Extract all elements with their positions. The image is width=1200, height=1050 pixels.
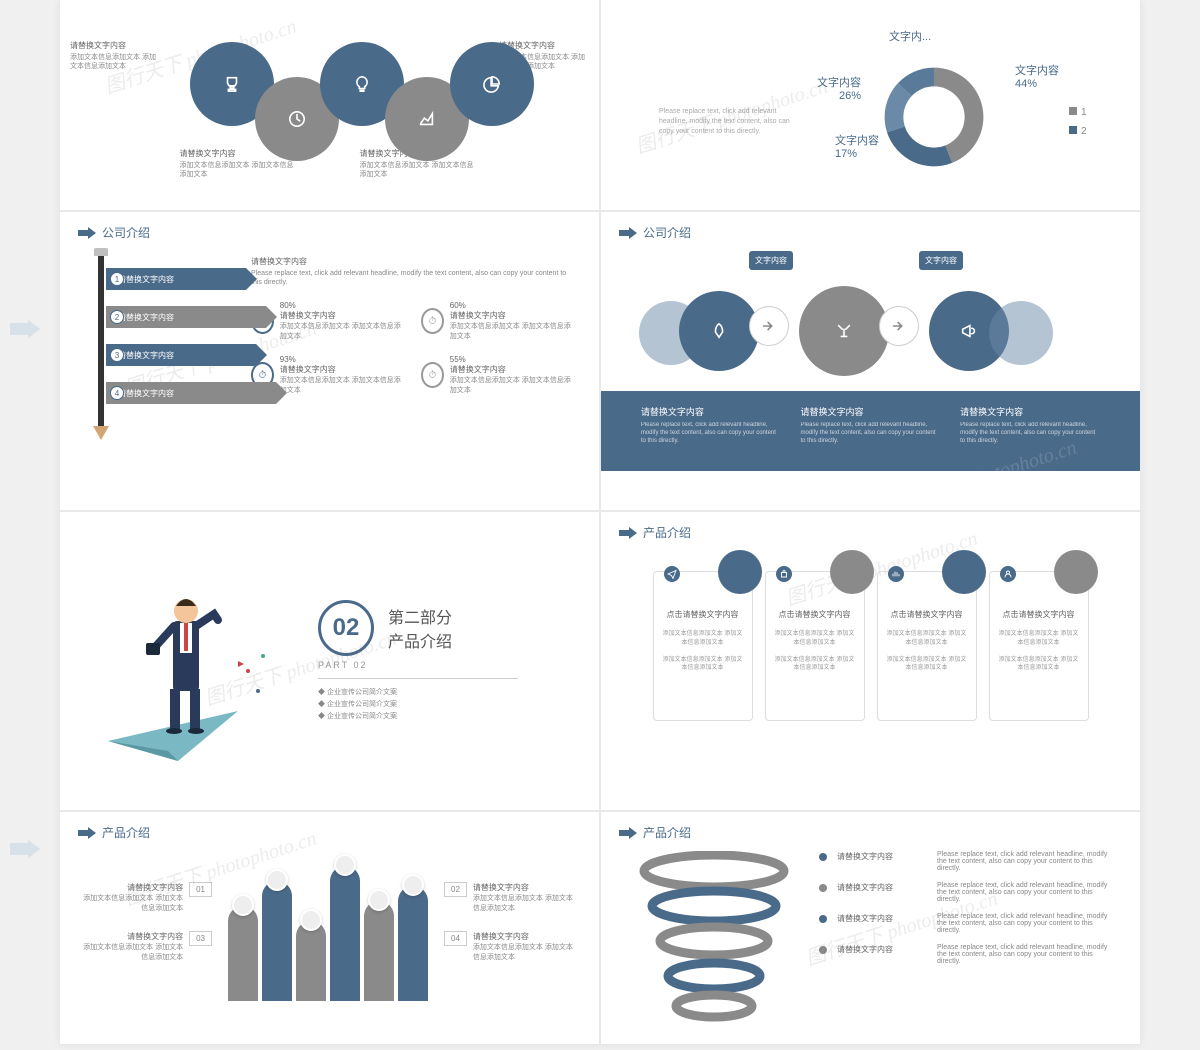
bullet: ◆ 企业宣传公司简介文案 — [318, 699, 518, 709]
arrow-icon — [619, 227, 637, 239]
pencil-bar: 2请替换文字内容 — [106, 306, 266, 328]
vbar — [228, 906, 258, 1001]
edge-decor — [10, 840, 40, 863]
slide-cards: 产品介绍 图行天下 photophoto.cn 点击请替换文字内容添加文本信息添… — [601, 512, 1140, 810]
arrow-icon — [619, 827, 637, 839]
bullet: ◆ 企业宣传公司简介文案 — [318, 711, 518, 721]
pencil-bar: 1请替换文字内容 — [106, 268, 246, 290]
donut-legend: 1 2 — [1069, 107, 1087, 137]
businessman-illustration — [98, 561, 298, 761]
ring-stack-illustration — [629, 851, 799, 1031]
donut-l1: 文字内... — [889, 28, 931, 44]
edge-decor — [10, 320, 40, 343]
card-icon — [776, 566, 792, 582]
info-card: 点击请替换文字内容添加文本信息添加文本 添加文本信息添加文本添加文本信息添加文本… — [765, 571, 865, 721]
process-node — [989, 301, 1053, 365]
s1-left-t: 添加文本信息添加文本 添加文本信息添加文本 — [70, 53, 160, 71]
vb-label: 02请替换文字内容添加文本信息添加文本 添加文本信息添加文本 — [438, 882, 578, 913]
vbar — [262, 881, 292, 1001]
circle-row — [160, 22, 500, 142]
ring-item: 请替换文字内容Please replace text, click add re… — [819, 913, 1112, 934]
s3-title: 公司介绍 — [102, 224, 150, 241]
part-label: PART 02 — [318, 660, 518, 670]
s7-title: 产品介绍 — [102, 824, 150, 841]
pencil-bar: 4请替换文字内容 — [106, 382, 276, 404]
vbar — [364, 901, 394, 1001]
band-item: 请替换文字内容Please replace text, click add re… — [800, 405, 940, 457]
info-card: 点击请替换文字内容添加文本信息添加文本 添加文本信息添加文本添加文本信息添加文本… — [877, 571, 977, 721]
arrow-icon — [78, 827, 96, 839]
s6-title: 产品介绍 — [643, 524, 691, 541]
slide-part-divider: 图行天下 photophoto.cn — [60, 512, 599, 810]
part-number: 02 — [318, 600, 374, 656]
band-item: 请替换文字内容Please replace text, click add re… — [641, 405, 781, 457]
part-sub: 产品介绍 — [388, 628, 452, 652]
ring-item: 请替换文字内容Please replace text, click add re… — [819, 882, 1112, 903]
stats-h: 请替换文字内容 — [251, 256, 571, 267]
tag: 文字内容 — [749, 251, 793, 270]
arrow-icon — [619, 527, 637, 539]
vbar — [296, 921, 326, 1001]
card-icon — [1000, 566, 1016, 582]
ring-item: 请替换文字内容Please replace text, click add re… — [819, 851, 1112, 872]
process-circles: 文字内容 文字内容 — [619, 261, 1122, 391]
stat-item: ⏱60%请替换文字内容添加文本信息添加文本 添加文本信息添加文本 — [421, 301, 571, 341]
stat-item: ⏱55%请替换文字内容添加文本信息添加文本 添加文本信息添加文本 — [421, 355, 571, 395]
vbar — [398, 886, 428, 1001]
tag: 文字内容 — [919, 251, 963, 270]
vbar — [330, 866, 360, 1001]
card-icon — [888, 566, 904, 582]
process-node — [879, 306, 919, 346]
slide-pencil-bars: 公司介绍 图行天下 photophoto.cn 1请替换文字内容2请替换文字内容… — [60, 212, 599, 510]
s1-left-h: 请替换文字内容 — [70, 40, 160, 51]
donut-chart: 文字内... 文字内容26% 文字内容17% 文字内容44% — [829, 32, 1009, 210]
slide-donut: 图行天下 photophoto.cn Please replace text, … — [601, 0, 1140, 210]
slide-ring-stack: 产品介绍 图行天下 photophoto.cn 请替换文字内容Please re… — [601, 812, 1140, 1044]
slide-process: 公司介绍 文字内容 文字内容 请替换文字内容Please replace tex… — [601, 212, 1140, 510]
ring-item: 请替换文字内容Please replace text, click add re… — [819, 944, 1112, 965]
bullet: ◆ 企业宣传公司简介文案 — [318, 687, 518, 697]
process-band: 请替换文字内容Please replace text, click add re… — [601, 391, 1140, 471]
vb-label: 请替换文字内容添加文本信息添加文本 添加文本信息添加文本01 — [78, 882, 218, 913]
info-circle — [450, 42, 534, 126]
band-item: 请替换文字内容Please replace text, click add re… — [960, 405, 1100, 457]
donut-desc: Please replace text, click add relevant … — [659, 107, 799, 136]
slide-circles-icons: 图行天下 photophoto.cn 请替换文字内容 添加文本信息添加文本 添加… — [60, 0, 599, 210]
pencil-chart: 1请替换文字内容2请替换文字内容3请替换文字内容4请替换文字内容 — [88, 256, 221, 426]
part-title: 第二部分 — [388, 604, 452, 628]
process-node — [799, 286, 889, 376]
s4-title: 公司介绍 — [643, 224, 691, 241]
process-node — [749, 306, 789, 346]
vertical-bar-chart — [228, 861, 428, 1001]
process-node — [679, 291, 759, 371]
vb-label: 04请替换文字内容添加文本信息添加文本 添加文本信息添加文本 — [438, 931, 578, 962]
slide-vertical-bars: 产品介绍 图行天下 photophoto.cn 请替换文字内容添加文本信息添加文… — [60, 812, 599, 1044]
info-card: 点击请替换文字内容添加文本信息添加文本 添加文本信息添加文本添加文本信息添加文本… — [653, 571, 753, 721]
card-icon — [664, 566, 680, 582]
vb-label: 请替换文字内容添加文本信息添加文本 添加文本信息添加文本03 — [78, 931, 218, 962]
info-card: 点击请替换文字内容添加文本信息添加文本 添加文本信息添加文本添加文本信息添加文本… — [989, 571, 1089, 721]
pencil-bar: 3请替换文字内容 — [106, 344, 256, 366]
arrow-icon — [78, 227, 96, 239]
s8-title: 产品介绍 — [643, 824, 691, 841]
